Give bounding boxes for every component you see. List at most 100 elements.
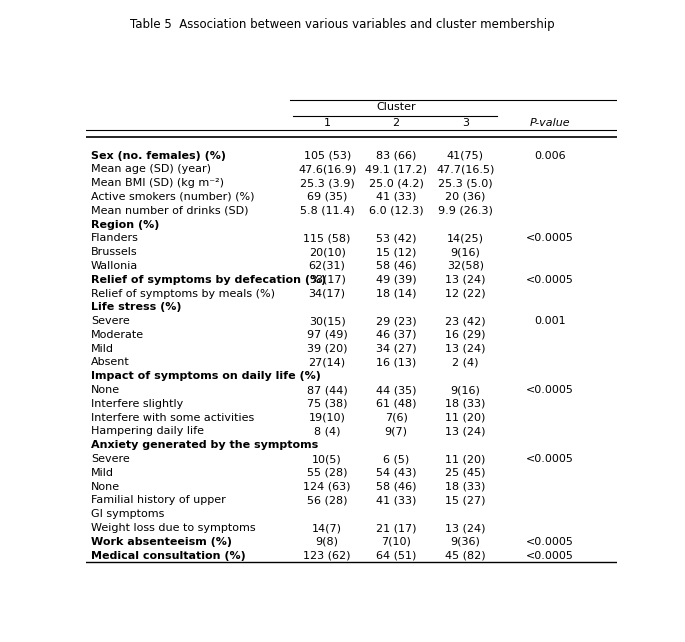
Text: Mean age (SD) (year): Mean age (SD) (year): [91, 164, 211, 175]
Text: Mild: Mild: [91, 343, 114, 354]
Text: 25.3 (5.0): 25.3 (5.0): [438, 178, 493, 188]
Text: 34 (27): 34 (27): [376, 343, 416, 354]
Text: Impact of symptoms on daily life (%): Impact of symptoms on daily life (%): [91, 371, 321, 381]
Text: Table 5  Association between various variables and cluster membership: Table 5 Association between various vari…: [130, 18, 555, 31]
Text: Moderate: Moderate: [91, 330, 144, 340]
Text: Interfere with some activities: Interfere with some activities: [91, 413, 254, 422]
Text: 19(10): 19(10): [309, 413, 346, 422]
Text: Mean BMI (SD) (kg m⁻²): Mean BMI (SD) (kg m⁻²): [91, 178, 224, 188]
Text: 14(7): 14(7): [312, 523, 342, 533]
Text: 1: 1: [324, 117, 331, 128]
Text: 9(16): 9(16): [450, 247, 480, 257]
Text: 9(7): 9(7): [385, 426, 408, 437]
Text: 7(10): 7(10): [382, 537, 411, 547]
Text: Work absenteeism (%): Work absenteeism (%): [91, 537, 232, 547]
Text: 23 (42): 23 (42): [445, 316, 486, 326]
Text: 55 (28): 55 (28): [307, 468, 347, 478]
Text: 25.0 (4.2): 25.0 (4.2): [369, 178, 423, 188]
Text: 83 (66): 83 (66): [376, 151, 416, 160]
Text: None: None: [91, 482, 120, 492]
Text: Cluster: Cluster: [376, 101, 416, 112]
Text: Active smokers (number) (%): Active smokers (number) (%): [91, 192, 254, 202]
Text: GI symptoms: GI symptoms: [91, 509, 164, 519]
Text: 30(15): 30(15): [309, 316, 345, 326]
Text: Wallonia: Wallonia: [91, 261, 138, 271]
Text: Mean number of drinks (SD): Mean number of drinks (SD): [91, 206, 249, 216]
Text: 16 (13): 16 (13): [376, 358, 416, 367]
Text: 45 (82): 45 (82): [445, 551, 486, 560]
Text: 25 (45): 25 (45): [445, 468, 486, 478]
Text: 41(75): 41(75): [447, 151, 484, 160]
Text: 9(16): 9(16): [450, 385, 480, 395]
Text: 15 (12): 15 (12): [376, 247, 416, 257]
Text: 18 (14): 18 (14): [376, 288, 416, 299]
Text: 0.001: 0.001: [534, 316, 566, 326]
Text: 15 (27): 15 (27): [445, 496, 486, 505]
Text: 69 (35): 69 (35): [307, 192, 347, 202]
Text: 13 (24): 13 (24): [445, 523, 486, 533]
Text: 56 (28): 56 (28): [307, 496, 347, 505]
Text: 47.6(16.9): 47.6(16.9): [298, 164, 356, 175]
Text: 9.9 (26.3): 9.9 (26.3): [438, 206, 493, 216]
Text: 9(8): 9(8): [316, 537, 338, 547]
Text: 64 (51): 64 (51): [376, 551, 416, 560]
Text: Familial history of upper: Familial history of upper: [91, 496, 225, 505]
Text: Weight loss due to symptoms: Weight loss due to symptoms: [91, 523, 256, 533]
Text: Anxiety generated by the symptoms: Anxiety generated by the symptoms: [91, 440, 319, 450]
Text: 11 (20): 11 (20): [445, 413, 486, 422]
Text: 2 (4): 2 (4): [452, 358, 478, 367]
Text: Life stress (%): Life stress (%): [91, 302, 182, 312]
Text: <0.0005: <0.0005: [526, 385, 574, 395]
Text: P-value: P-value: [530, 117, 571, 128]
Text: Brussels: Brussels: [91, 247, 138, 257]
Text: 123 (62): 123 (62): [303, 551, 351, 560]
Text: Relief of symptoms by defecation (%): Relief of symptoms by defecation (%): [91, 275, 326, 285]
Text: 46 (37): 46 (37): [376, 330, 416, 340]
Text: 41 (33): 41 (33): [376, 192, 416, 202]
Text: 0.006: 0.006: [534, 151, 566, 160]
Text: 58 (46): 58 (46): [376, 261, 416, 271]
Text: 6.0 (12.3): 6.0 (12.3): [369, 206, 423, 216]
Text: 20(10): 20(10): [309, 247, 346, 257]
Text: 49.1 (17.2): 49.1 (17.2): [365, 164, 427, 175]
Text: 97 (49): 97 (49): [307, 330, 347, 340]
Text: None: None: [91, 385, 120, 395]
Text: 21 (17): 21 (17): [376, 523, 416, 533]
Text: 53 (42): 53 (42): [376, 234, 416, 243]
Text: 54 (43): 54 (43): [376, 468, 416, 478]
Text: 39 (20): 39 (20): [307, 343, 347, 354]
Text: 9(36): 9(36): [450, 537, 480, 547]
Text: Absent: Absent: [91, 358, 129, 367]
Text: 44 (35): 44 (35): [376, 385, 416, 395]
Text: Severe: Severe: [91, 454, 129, 464]
Text: 33(17): 33(17): [309, 275, 346, 285]
Text: Sex (no. females) (%): Sex (no. females) (%): [91, 151, 226, 160]
Text: <0.0005: <0.0005: [526, 454, 574, 464]
Text: 115 (58): 115 (58): [303, 234, 351, 243]
Text: 2: 2: [393, 117, 400, 128]
Text: 87 (44): 87 (44): [307, 385, 347, 395]
Text: Mild: Mild: [91, 468, 114, 478]
Text: 16 (29): 16 (29): [445, 330, 486, 340]
Text: Severe: Severe: [91, 316, 129, 326]
Text: 3: 3: [462, 117, 469, 128]
Text: 124 (63): 124 (63): [303, 482, 351, 492]
Text: <0.0005: <0.0005: [526, 537, 574, 547]
Text: 6 (5): 6 (5): [383, 454, 410, 464]
Text: 62(31): 62(31): [309, 261, 346, 271]
Text: 14(25): 14(25): [447, 234, 484, 243]
Text: Flanders: Flanders: [91, 234, 139, 243]
Text: 47.7(16.5): 47.7(16.5): [436, 164, 495, 175]
Text: Relief of symptoms by meals (%): Relief of symptoms by meals (%): [91, 288, 275, 299]
Text: Region (%): Region (%): [91, 220, 160, 230]
Text: <0.0005: <0.0005: [526, 275, 574, 285]
Text: 7(6): 7(6): [385, 413, 408, 422]
Text: 34(17): 34(17): [309, 288, 346, 299]
Text: 18 (33): 18 (33): [445, 482, 486, 492]
Text: 20 (36): 20 (36): [445, 192, 486, 202]
Text: 27(14): 27(14): [309, 358, 346, 367]
Text: 13 (24): 13 (24): [445, 426, 486, 437]
Text: 25.3 (3.9): 25.3 (3.9): [300, 178, 355, 188]
Text: 58 (46): 58 (46): [376, 482, 416, 492]
Text: 29 (23): 29 (23): [376, 316, 416, 326]
